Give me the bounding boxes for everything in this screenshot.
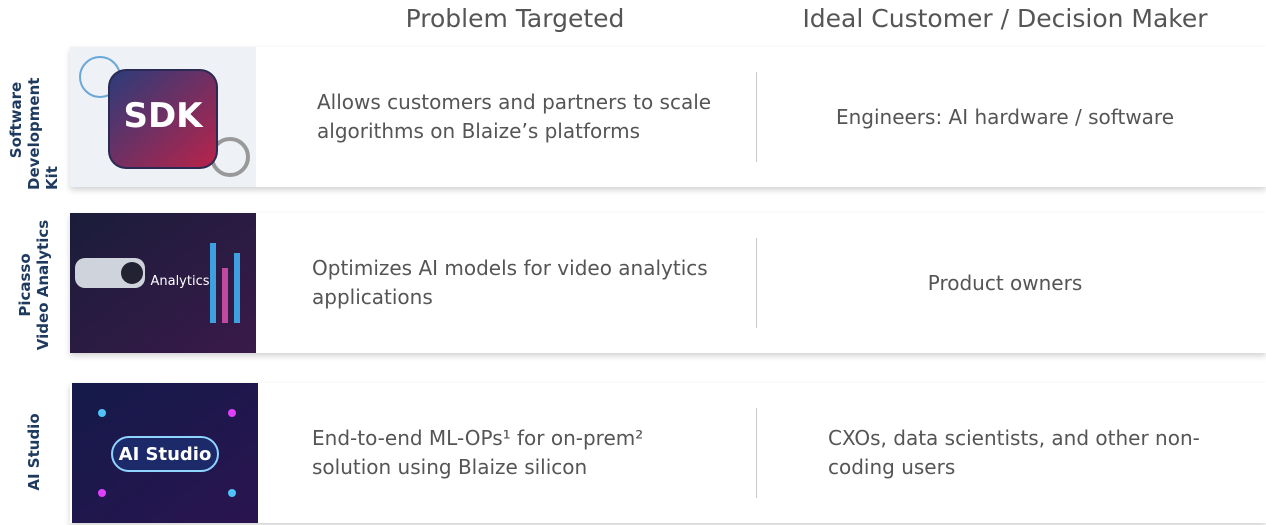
row-card: SDK Allows customers and partners to sca… <box>70 47 1266 187</box>
row-label-line: Software <box>7 81 25 159</box>
problem-text: Allows customers and partners to scale a… <box>317 90 712 143</box>
customer-text: Product owners <box>927 270 1083 295</box>
image-label: Analytics <box>150 274 209 289</box>
analytics-image: Analytics <box>70 213 256 353</box>
ai-studio-image: AI Studio <box>72 383 258 523</box>
divider <box>756 238 757 328</box>
row-card: AI Studio End-to-end ML-OPs¹ for on-prem… <box>70 383 1266 523</box>
row-label-line: Development Kit <box>25 77 61 190</box>
row-label-line: AI Studio <box>25 413 43 491</box>
divider <box>756 408 757 498</box>
problem-text: Optimizes AI models for video analytics … <box>312 256 708 309</box>
customer-text: CXOs, data scientists, and other non-cod… <box>828 426 1200 479</box>
column-header: Problem Targeted <box>405 4 625 33</box>
column-header: Ideal Customer / Decision Maker <box>802 4 1208 33</box>
row-label-line: Picasso <box>16 253 34 317</box>
row-label: Software Development Kit <box>6 50 62 190</box>
row-card: Analytics Optimizes AI models for video … <box>70 213 1266 353</box>
image-label: AI Studio <box>119 444 212 465</box>
sdk-image: SDK <box>70 47 256 187</box>
row-label: AI Studio <box>6 382 62 522</box>
customer-text: Engineers: AI hardware / software <box>835 104 1175 129</box>
row-label-line: Video Analytics <box>34 219 52 351</box>
divider <box>756 72 757 162</box>
image-label: SDK <box>123 96 204 136</box>
row-label: Picasso Video Analytics <box>6 215 62 355</box>
problem-text: End-to-end ML-OPs¹ for on-prem² solution… <box>312 426 644 479</box>
